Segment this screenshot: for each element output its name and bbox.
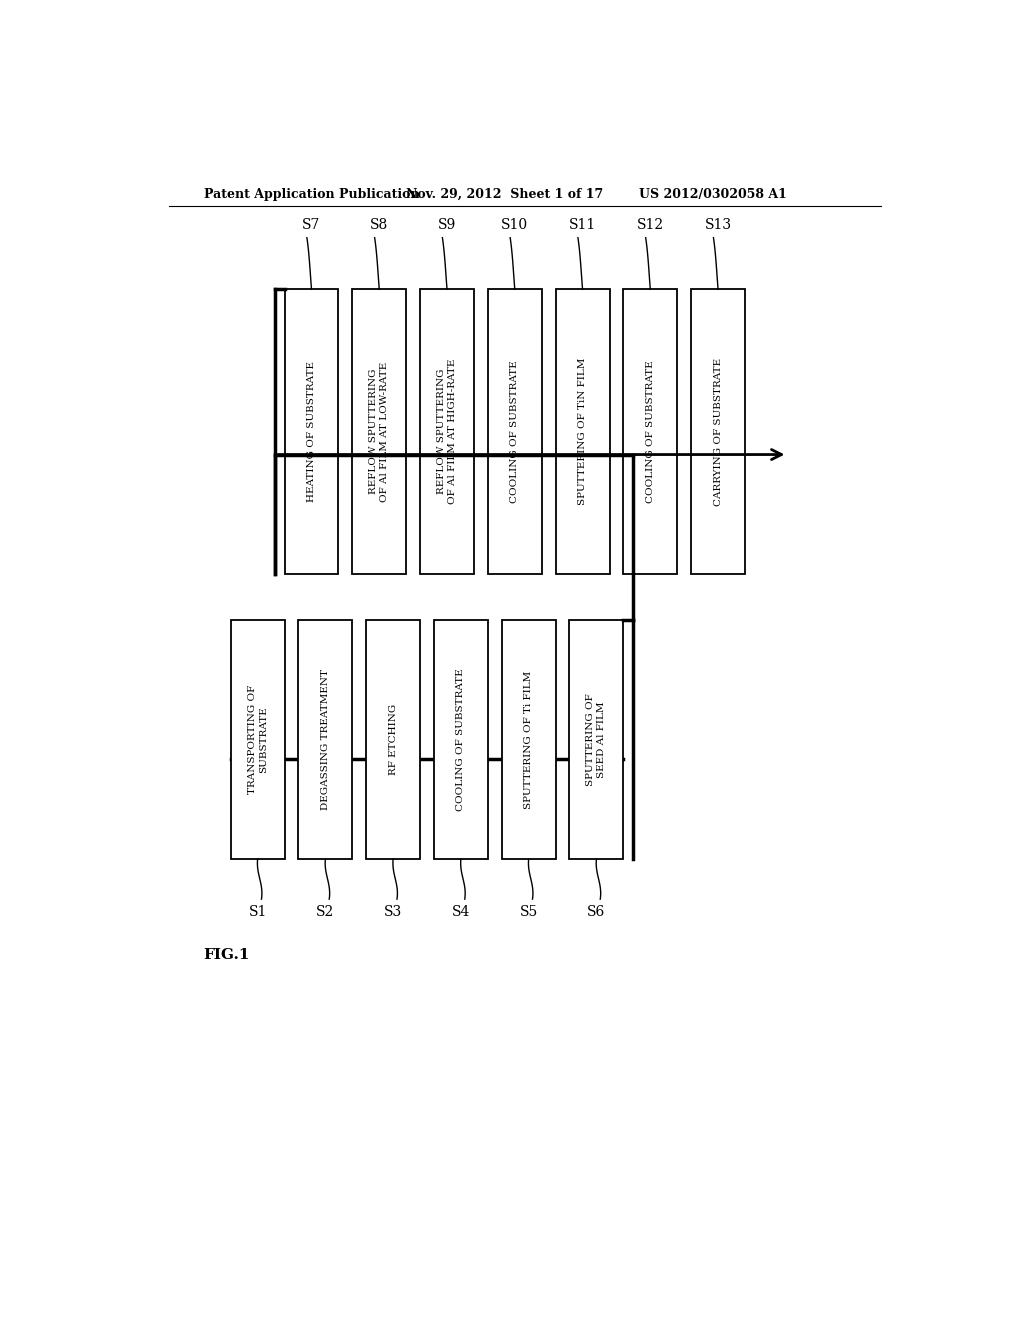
Text: RF ETCHING: RF ETCHING — [389, 704, 397, 775]
Text: S7: S7 — [302, 218, 321, 231]
Bar — [691, 289, 745, 574]
Bar — [569, 620, 624, 859]
Bar — [487, 289, 542, 574]
Bar — [285, 289, 339, 574]
Text: COOLING OF SUBSTRATE: COOLING OF SUBSTRATE — [646, 360, 654, 503]
Text: S9: S9 — [438, 218, 456, 231]
Text: Nov. 29, 2012  Sheet 1 of 17: Nov. 29, 2012 Sheet 1 of 17 — [407, 187, 603, 201]
Text: US 2012/0302058 A1: US 2012/0302058 A1 — [639, 187, 786, 201]
Text: S1: S1 — [249, 906, 267, 919]
Bar — [352, 289, 407, 574]
Bar — [420, 289, 474, 574]
Text: HEATING OF SUBSTRATE: HEATING OF SUBSTRATE — [307, 362, 316, 502]
Text: REFLOW SPUTTERING
OF Al FILM AT LOW-RATE: REFLOW SPUTTERING OF Al FILM AT LOW-RATE — [370, 362, 389, 502]
Text: Patent Application Publication: Patent Application Publication — [204, 187, 419, 201]
Text: S6: S6 — [588, 906, 605, 919]
Bar — [502, 620, 556, 859]
Bar — [367, 620, 420, 859]
Text: FIG.1: FIG.1 — [204, 948, 250, 962]
Text: COOLING OF SUBSTRATE: COOLING OF SUBSTRATE — [457, 668, 465, 810]
Bar — [298, 620, 352, 859]
Text: S2: S2 — [316, 906, 335, 919]
Text: S11: S11 — [569, 218, 596, 231]
Text: S13: S13 — [705, 218, 731, 231]
Text: CARRYING OF SUBSTRATE: CARRYING OF SUBSTRATE — [714, 358, 723, 506]
Bar — [624, 289, 677, 574]
Text: COOLING OF SUBSTRATE: COOLING OF SUBSTRATE — [510, 360, 519, 503]
Text: SPUTTERING OF TiN FILM: SPUTTERING OF TiN FILM — [579, 358, 587, 506]
Text: S10: S10 — [501, 218, 528, 231]
Text: DEGASSING TREATMENT: DEGASSING TREATMENT — [321, 669, 330, 810]
Text: S3: S3 — [384, 906, 402, 919]
Bar — [556, 289, 609, 574]
Bar — [434, 620, 487, 859]
Text: S12: S12 — [637, 218, 664, 231]
Text: TRANSPORTING OF
SUBSTRATE: TRANSPORTING OF SUBSTRATE — [248, 685, 267, 795]
Text: S4: S4 — [452, 906, 470, 919]
Text: S5: S5 — [519, 906, 538, 919]
Text: S8: S8 — [370, 218, 388, 231]
Text: SPUTTERING OF Ti FILM: SPUTTERING OF Ti FILM — [524, 671, 534, 809]
Text: REFLOW SPUTTERING
OF Al FILM AT HIGH-RATE: REFLOW SPUTTERING OF Al FILM AT HIGH-RAT… — [437, 359, 457, 504]
Text: SPUTTERING OF
SEED Al FILM: SPUTTERING OF SEED Al FILM — [587, 693, 606, 787]
Bar — [230, 620, 285, 859]
